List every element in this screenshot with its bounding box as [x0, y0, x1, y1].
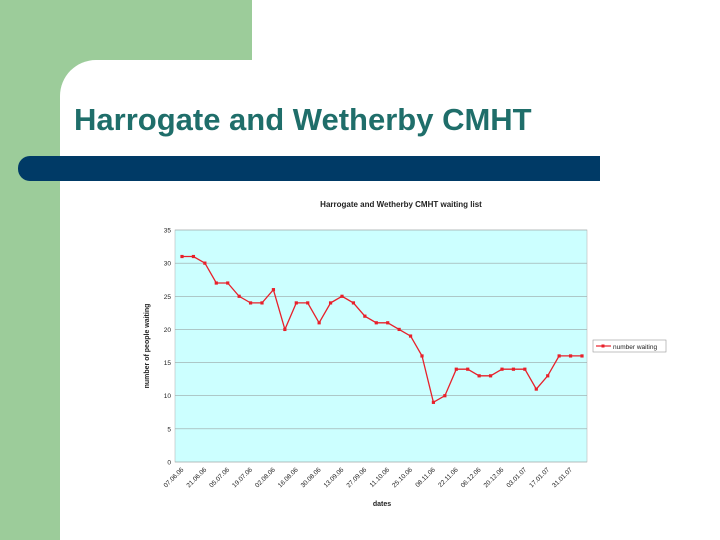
- legend-swatch-marker: [601, 344, 605, 348]
- data-point: [260, 301, 264, 305]
- data-point: [523, 367, 527, 371]
- data-point: [283, 327, 287, 332]
- legend-box: [592, 339, 667, 353]
- data-point: [248, 301, 253, 305]
- data-point: [546, 374, 550, 378]
- data-point: [226, 281, 230, 285]
- green-accent-strip: [0, 0, 60, 540]
- data-point: [580, 354, 584, 358]
- y-axis-label: number of people waiting: [144, 304, 151, 389]
- slide-title: Harrogate and Wetherby CMHT: [74, 102, 532, 137]
- legend-label: number waiting: [613, 344, 657, 351]
- data-point: [214, 281, 218, 285]
- x-axis-ticks: 07.06.06 21.06.06 05.07.06 19.07.06 02.08.06…: [163, 466, 575, 489]
- data-point: [500, 367, 504, 371]
- x-tick-label: 02.08.06: [254, 466, 277, 489]
- x-tick-label: 19.07.06: [231, 466, 254, 489]
- series-line: [182, 255, 582, 404]
- x-tick-label: 21.06.06: [185, 466, 208, 489]
- y-tick-label: 5: [167, 426, 171, 433]
- data-point: [191, 254, 196, 259]
- y-tick-label: 25: [164, 294, 172, 301]
- plot-area: [174, 229, 588, 463]
- data-point: [488, 374, 493, 378]
- x-tick-label: 13.09.06: [323, 466, 346, 489]
- data-point: [306, 301, 310, 305]
- x-tick-label: 11.10.06: [369, 466, 392, 489]
- x-tick-label: 31.01.07: [551, 466, 574, 489]
- data-point: [386, 321, 390, 325]
- legend: number waiting: [592, 339, 667, 353]
- chart-title: Harrogate and Wetherby CMHT waiting list: [320, 200, 482, 209]
- data-point: [363, 314, 367, 318]
- grid-lines: [175, 229, 587, 463]
- data-point: [203, 261, 207, 265]
- data-point: [534, 387, 538, 391]
- y-tick-label: 10: [164, 393, 172, 400]
- x-tick-label: 20.12.06: [483, 466, 506, 489]
- data-point: [431, 400, 436, 404]
- series-number-waiting: [180, 254, 584, 404]
- x-axis-label: dates: [373, 501, 391, 508]
- x-tick-label: 17.01.07: [528, 466, 551, 489]
- data-point: [477, 374, 481, 378]
- data-point: [294, 301, 298, 305]
- data-point: [454, 367, 458, 371]
- title-underline-bar: [18, 156, 600, 181]
- data-point: [511, 367, 516, 371]
- data-point: [443, 394, 447, 398]
- y-axis-ticks: 0 5 10 15 20 25 30 35: [164, 228, 172, 467]
- data-point: [340, 294, 344, 298]
- x-tick-label: 16.08.06: [277, 466, 300, 489]
- data-point: [568, 354, 573, 358]
- data-point: [317, 321, 321, 325]
- y-tick-label: 15: [164, 360, 172, 367]
- x-tick-label: 25.10.06: [391, 466, 414, 489]
- y-tick-label: 0: [167, 460, 171, 467]
- data-point: [557, 354, 561, 358]
- x-tick-label: 06.12.06: [460, 466, 483, 489]
- y-tick-label: 30: [164, 261, 172, 268]
- x-tick-label: 22.11.06: [437, 466, 460, 489]
- data-point: [351, 301, 356, 305]
- x-tick-label: 05.07.06: [208, 466, 231, 489]
- data-point: [420, 354, 424, 358]
- data-point: [374, 321, 378, 325]
- data-point: [180, 254, 184, 259]
- data-point: [397, 327, 401, 332]
- y-tick-label: 35: [164, 228, 172, 235]
- x-tick-label: 03.01.07: [505, 466, 528, 489]
- y-tick-label: 20: [164, 327, 172, 334]
- data-point: [237, 294, 241, 298]
- x-tick-label: 30.08.06: [300, 466, 323, 489]
- x-tick-label: 07.06.06: [163, 466, 186, 489]
- data-point: [271, 288, 276, 292]
- data-point: [408, 334, 413, 338]
- x-tick-label: 08.11.06: [414, 466, 437, 489]
- x-tick-label: 27.09.06: [345, 466, 368, 489]
- data-point: [328, 301, 333, 305]
- data-point: [466, 367, 470, 371]
